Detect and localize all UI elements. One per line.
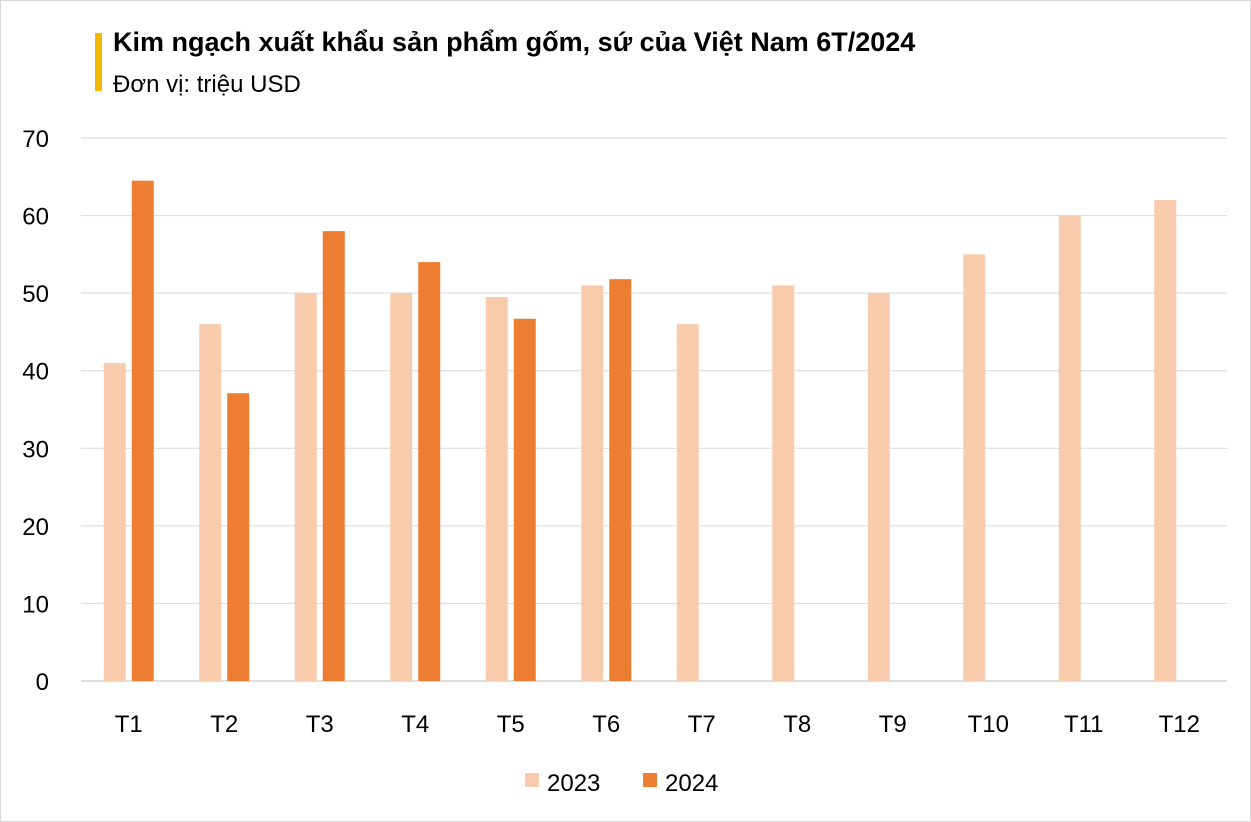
- y-tick-label: 40: [22, 359, 49, 386]
- y-tick-label: 60: [22, 204, 49, 231]
- legend-label-2024: 2024: [665, 770, 718, 797]
- bar-2024-T5: [513, 318, 536, 681]
- y-tick-label: 50: [22, 281, 49, 308]
- bar-2023-T12: [1154, 200, 1177, 682]
- x-tick-label: T4: [401, 711, 429, 738]
- x-tick-label: T12: [1159, 711, 1200, 738]
- bar-2024-T6: [609, 279, 632, 681]
- legend-swatch-2024: [643, 773, 657, 787]
- legend-label-2023: 2023: [547, 770, 600, 797]
- x-tick-label: T2: [210, 711, 238, 738]
- title-accent-bar: [95, 33, 102, 91]
- y-tick-label: 0: [36, 669, 49, 696]
- x-tick-label: T9: [879, 711, 907, 738]
- bar-2024-T4: [418, 262, 441, 681]
- bar-2023-T4: [390, 293, 413, 681]
- bar-2023-T5: [485, 297, 508, 681]
- x-tick-label: T6: [592, 711, 620, 738]
- y-tick-label: 70: [22, 126, 49, 153]
- x-tick-label: T7: [688, 711, 716, 738]
- bar-2024-T3: [322, 231, 345, 682]
- bar-2023-T1: [103, 362, 126, 681]
- y-tick-label: 10: [22, 591, 49, 618]
- x-tick-label: T3: [306, 711, 334, 738]
- x-tick-label: T8: [783, 711, 811, 738]
- bar-2023-T2: [199, 324, 222, 681]
- x-tick-label: T11: [1064, 711, 1104, 738]
- legend-swatch-2023: [525, 773, 539, 787]
- bar-2023-T7: [676, 324, 699, 681]
- bar-2023-T9: [867, 293, 890, 681]
- chart-title: Kim ngạch xuất khẩu sản phẩm gốm, sứ của…: [113, 27, 916, 57]
- bar-2024-T1: [131, 180, 154, 681]
- bar-2023-T11: [1058, 215, 1081, 682]
- x-tick-label: T1: [115, 711, 143, 738]
- bar-2023-T10: [963, 254, 986, 681]
- bar-2023-T8: [772, 285, 795, 681]
- x-tick-label: T5: [497, 711, 525, 738]
- y-tick-label: 30: [22, 436, 49, 463]
- bar-2023-T6: [581, 285, 604, 681]
- bar-2023-T3: [294, 293, 317, 681]
- chart-subtitle: Đơn vị: triệu USD: [113, 71, 301, 98]
- x-tick-label: T10: [968, 711, 1009, 738]
- bar-2024-T2: [227, 393, 250, 681]
- y-tick-label: 20: [22, 514, 49, 541]
